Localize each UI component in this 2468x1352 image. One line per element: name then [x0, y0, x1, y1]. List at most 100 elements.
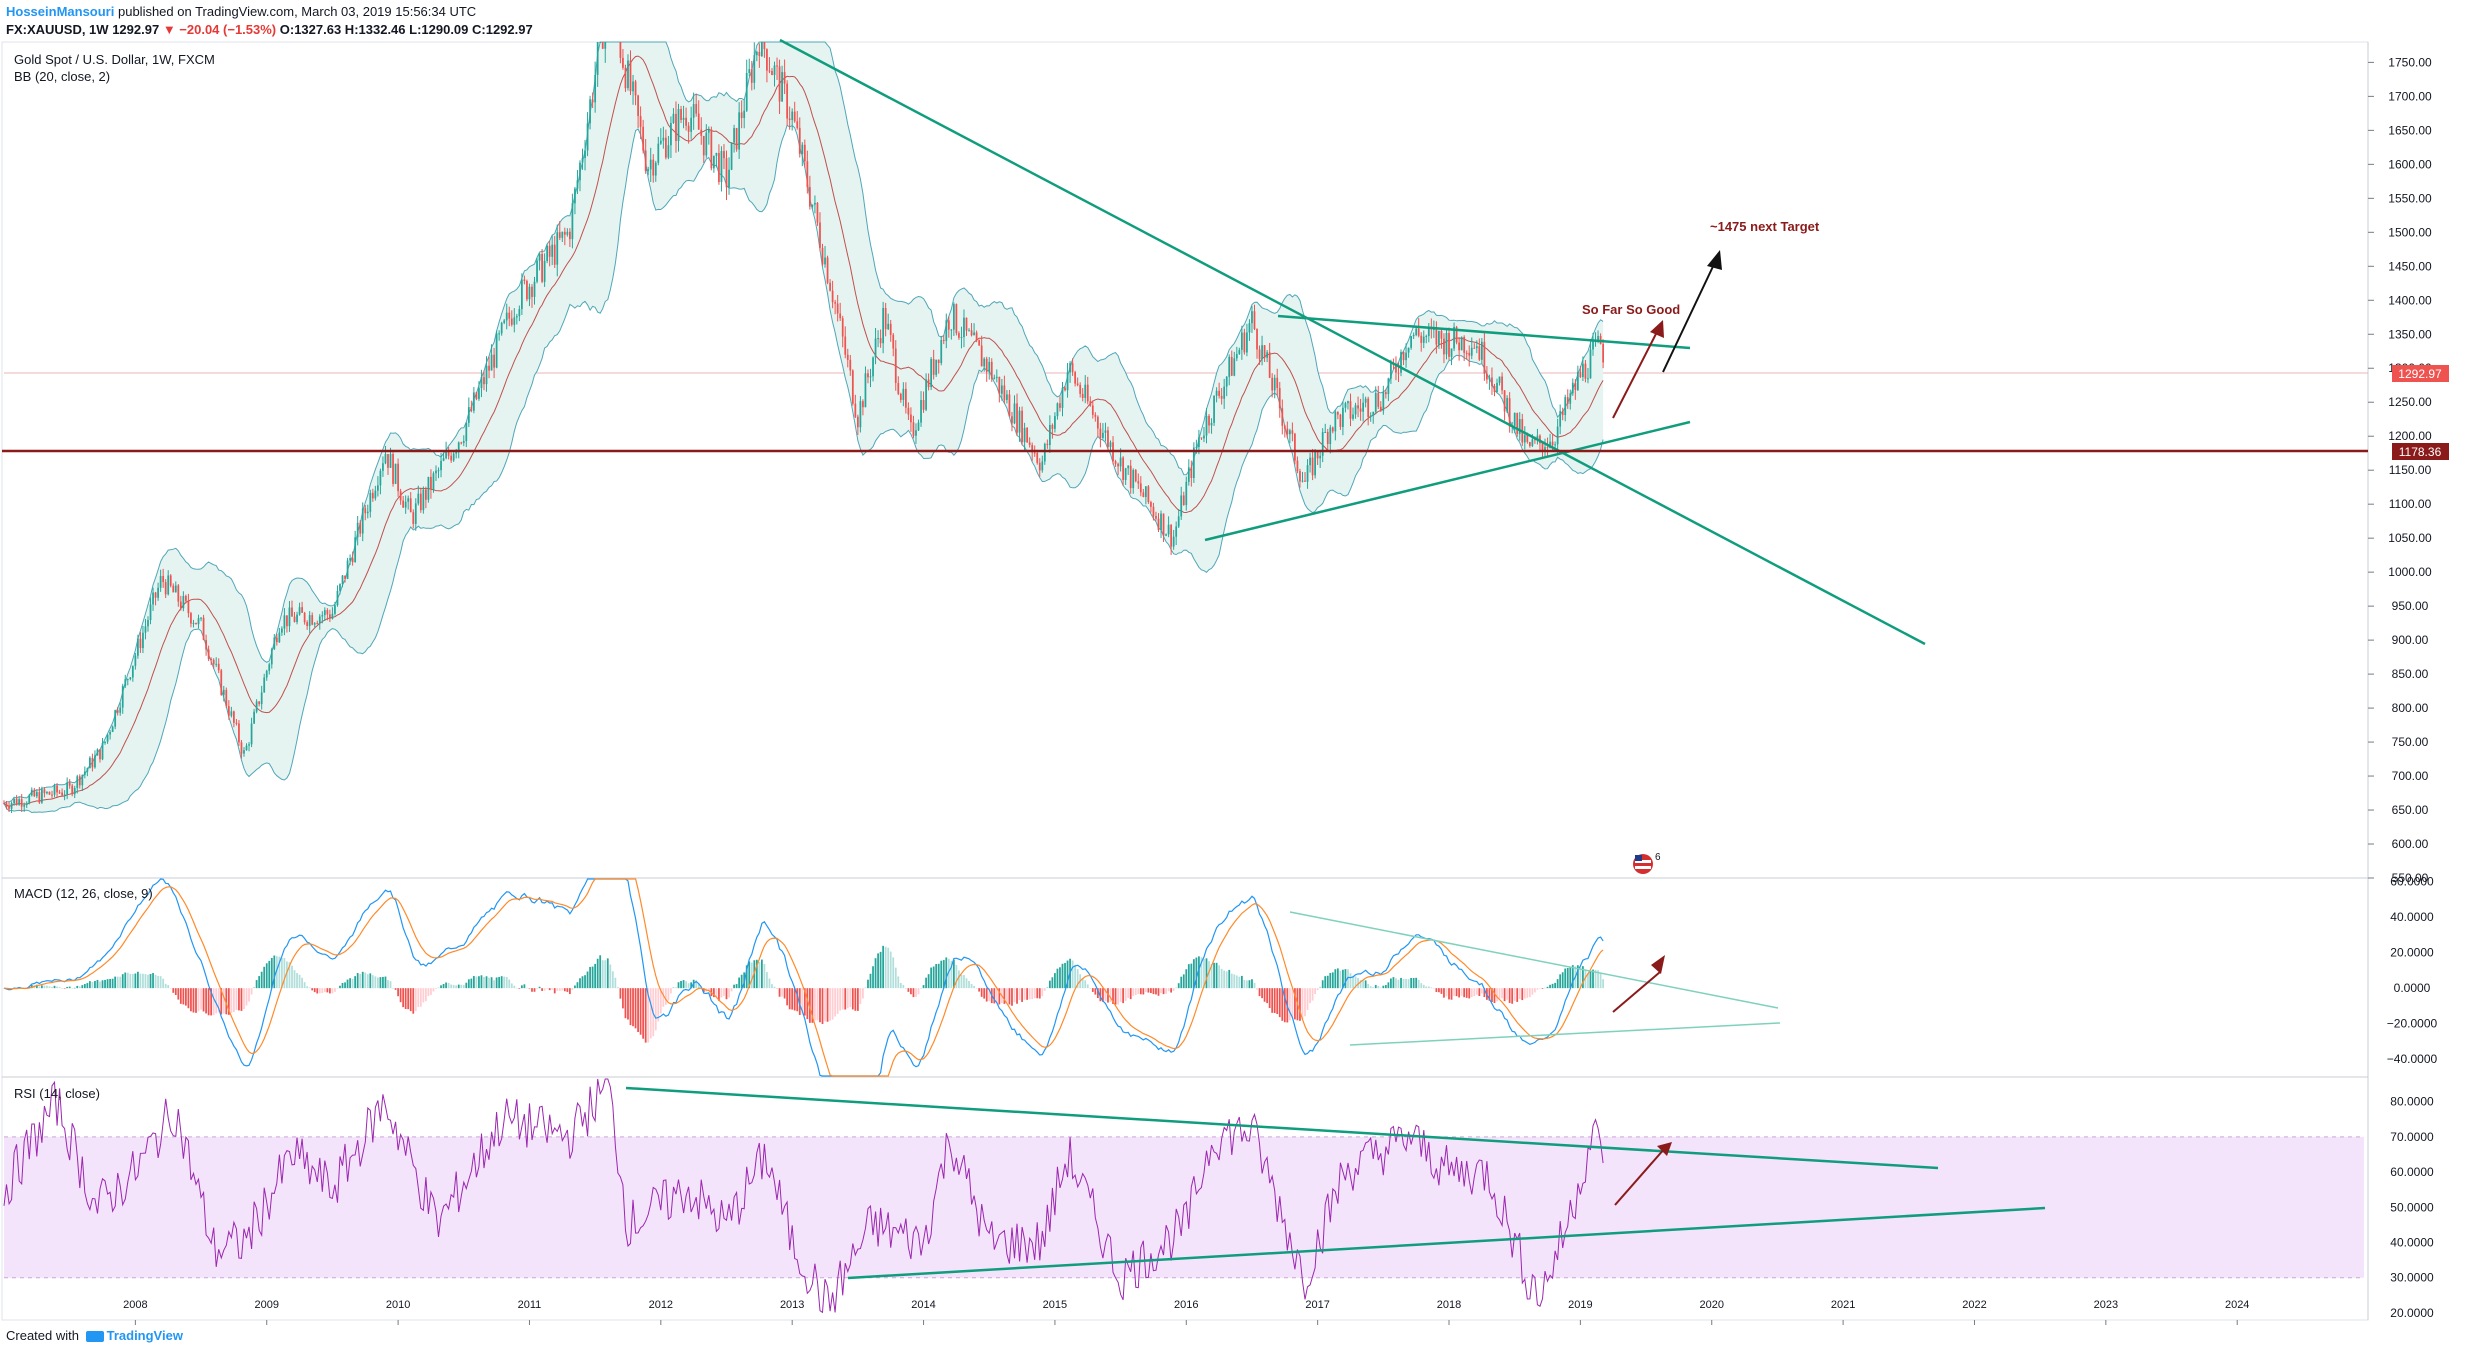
- macd-histogram-bar: [336, 988, 339, 989]
- macd-histogram-bar: [359, 974, 362, 989]
- macd-histogram-bar: [1331, 972, 1334, 989]
- macd-histogram-bar: [687, 983, 690, 989]
- macd-histogram-bar: [629, 988, 632, 1026]
- candle-body: [1218, 390, 1221, 396]
- macd-histogram-bar: [53, 985, 56, 989]
- candle-body: [675, 113, 677, 141]
- macd-histogram-bar: [217, 988, 220, 1013]
- candle-body: [768, 70, 771, 72]
- macd-histogram-bar: [768, 978, 771, 989]
- macd-histogram-bar: [1170, 988, 1173, 993]
- candle-body: [493, 354, 495, 368]
- price-tick-label: 1450.00: [2388, 259, 2432, 273]
- candle-body: [1246, 332, 1248, 353]
- candle-body: [187, 600, 190, 614]
- candle-body: [313, 623, 316, 625]
- macd-histogram-bar: [427, 988, 430, 997]
- macd-histogram-bar: [68, 986, 71, 989]
- macd-histogram-bar: [472, 976, 475, 989]
- macd-histogram-bar: [884, 946, 887, 989]
- tradingview-link[interactable]: TradingView: [106, 1328, 183, 1343]
- candle-body: [639, 116, 642, 127]
- candle-body: [531, 286, 533, 297]
- macd-histogram-bar: [1266, 988, 1269, 1004]
- macd-histogram-bar: [912, 988, 915, 998]
- author-link[interactable]: HosseinMansouri: [6, 4, 115, 19]
- macd-histogram-bar: [1314, 988, 1317, 994]
- candle-body: [889, 323, 892, 335]
- candle-body: [351, 558, 354, 563]
- candle-body: [18, 799, 21, 805]
- candle-body: [589, 99, 591, 124]
- candle-body: [945, 320, 948, 341]
- candle-body: [96, 749, 99, 756]
- candle-body: [318, 616, 321, 624]
- candle-body: [1021, 410, 1023, 443]
- macd-histogram-bar: [801, 988, 804, 1015]
- macd-histogram-bar: [35, 984, 38, 989]
- macd-histogram-bar: [541, 988, 543, 991]
- macd-histogram-bar: [220, 988, 223, 1015]
- candle-body: [389, 454, 392, 468]
- macd-histogram-bar: [154, 974, 157, 989]
- macd-histogram-bar: [1150, 988, 1152, 993]
- macd-histogram-bar: [1261, 988, 1263, 999]
- candle-body: [392, 454, 394, 484]
- macd-histogram-bar: [1316, 988, 1319, 991]
- macd-histogram-bar: [46, 985, 48, 989]
- macd-histogram-bar: [1483, 988, 1486, 998]
- candle-body: [1357, 405, 1359, 409]
- macd-histogram-bar: [556, 988, 559, 991]
- macd-histogram-bar: [240, 988, 243, 1011]
- macd-histogram-bar: [568, 988, 571, 995]
- macd-histogram-bar: [993, 988, 996, 1004]
- candle-body: [849, 359, 852, 371]
- candle-body: [195, 622, 197, 625]
- macd-histogram-bar: [1544, 987, 1546, 989]
- candle-body: [185, 595, 187, 601]
- macd-histogram-bar: [197, 988, 200, 1012]
- macd-histogram-bar: [806, 988, 809, 1020]
- macd-histogram-bar: [1016, 988, 1018, 1004]
- candle-body: [1147, 486, 1150, 503]
- macd-histogram-bar: [864, 987, 867, 989]
- candle-body: [1296, 460, 1299, 472]
- candle-body: [81, 774, 84, 786]
- candle-body: [806, 161, 809, 188]
- candle-body: [306, 622, 309, 627]
- macd-histogram-bar: [419, 988, 422, 1007]
- macd-histogram-bar: [1311, 988, 1314, 1001]
- candle-body: [361, 508, 364, 534]
- candle-body: [270, 649, 273, 665]
- macd-histogram-bar: [725, 988, 728, 1000]
- macd-histogram-bar: [624, 988, 627, 1019]
- macd-histogram-bar: [1463, 988, 1466, 998]
- candle-body: [1362, 402, 1365, 412]
- candle-body: [627, 60, 629, 89]
- time-tick-label: 2011: [518, 1299, 542, 1311]
- macd-histogram-bar: [1200, 957, 1203, 989]
- price-tick-label: 800.00: [2392, 701, 2429, 715]
- candle-body: [778, 66, 781, 102]
- macd-histogram-bar: [955, 965, 958, 989]
- macd-histogram-bar: [260, 971, 263, 989]
- candle-body: [814, 202, 816, 205]
- candle-body: [1379, 406, 1382, 411]
- candle-body: [377, 485, 379, 491]
- candle-body: [174, 585, 177, 593]
- macd-histogram-bar: [1468, 988, 1471, 999]
- macd-histogram-bar: [1455, 988, 1458, 997]
- macd-histogram-bar: [647, 988, 650, 1043]
- macd-histogram-bar: [831, 988, 834, 1020]
- macd-histogram-bar: [766, 972, 768, 989]
- macd-histogram-bar: [346, 979, 349, 989]
- target-arrow: [1662, 257, 1718, 373]
- candle-body: [887, 323, 890, 330]
- macd-histogram-bar: [1142, 988, 1145, 995]
- candle-body: [1288, 430, 1291, 435]
- macd-histogram-bar: [258, 976, 261, 989]
- macd-histogram-bar: [508, 979, 511, 989]
- macd-histogram-bar: [1556, 979, 1559, 989]
- macd-histogram-bar: [1134, 988, 1137, 995]
